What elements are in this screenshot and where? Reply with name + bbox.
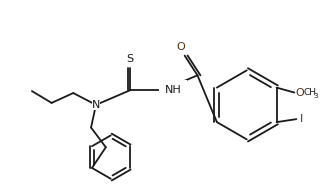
Text: CH: CH	[303, 88, 316, 97]
Text: O: O	[176, 42, 185, 52]
Text: O: O	[295, 87, 304, 98]
Text: N: N	[92, 100, 100, 110]
Text: 3: 3	[313, 92, 318, 99]
Text: S: S	[126, 54, 133, 64]
Text: NH: NH	[165, 85, 182, 95]
Text: I: I	[300, 114, 304, 124]
